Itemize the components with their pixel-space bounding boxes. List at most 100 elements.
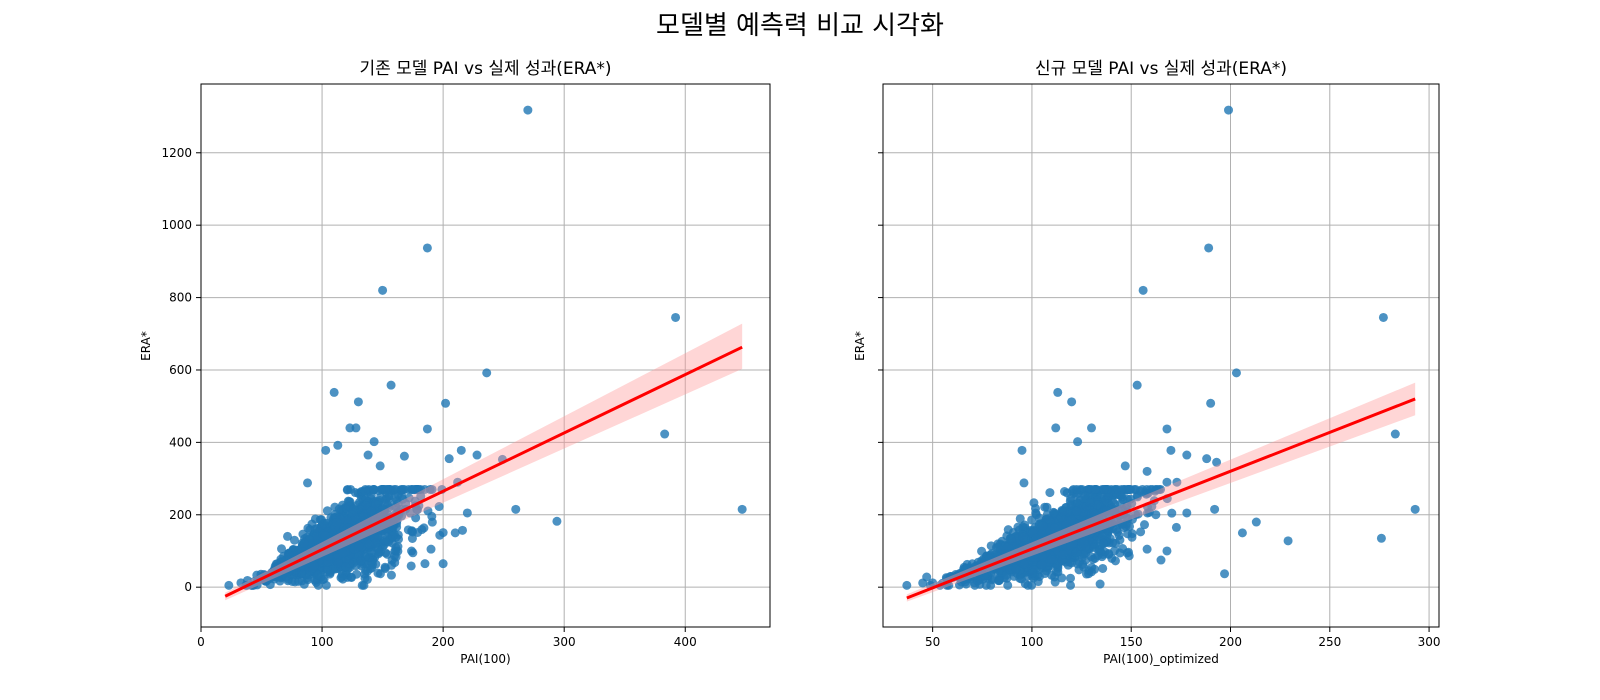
data-point: [1072, 559, 1082, 569]
data-point: [363, 450, 373, 460]
data-point: [367, 563, 377, 573]
data-point: [277, 544, 287, 554]
data-point: [441, 398, 451, 408]
data-point: [928, 578, 938, 588]
data-point: [397, 491, 407, 501]
data-point: [1410, 504, 1420, 514]
data-point: [438, 559, 448, 569]
data-point: [343, 496, 353, 506]
data-point: [423, 506, 433, 516]
x-tick-label: 250: [1318, 635, 1341, 649]
data-point: [380, 535, 390, 545]
data-point: [370, 538, 380, 548]
data-point: [922, 572, 932, 582]
data-point: [1098, 538, 1108, 548]
data-point: [434, 502, 444, 512]
data-point: [1162, 424, 1172, 434]
left-plot: 기존 모델 PAI vs 실제 성과(ERA*) PAI(100) ERA* 0…: [139, 59, 771, 666]
x-tick-label: 400: [674, 635, 697, 649]
data-point: [318, 519, 328, 529]
data-point: [1224, 105, 1234, 115]
data-point: [1156, 555, 1166, 565]
data-point: [1051, 423, 1061, 433]
data-point: [1202, 454, 1212, 464]
data-point: [1150, 486, 1160, 496]
data-point: [457, 525, 467, 535]
regression-line: [224, 345, 743, 598]
data-point: [303, 478, 313, 488]
data-point: [333, 440, 343, 450]
data-point: [1231, 368, 1241, 378]
x-tick-label: 200: [1219, 635, 1242, 649]
x-tick-label: 100: [311, 635, 334, 649]
data-point: [403, 525, 413, 535]
data-point: [1118, 495, 1128, 505]
data-point: [1131, 510, 1141, 520]
x-tick-label: 300: [1418, 635, 1441, 649]
data-point: [389, 484, 399, 494]
data-point: [366, 506, 376, 516]
data-point: [333, 558, 343, 568]
y-tick-label: 1000: [161, 218, 192, 232]
data-point: [353, 397, 363, 407]
data-point: [376, 492, 386, 502]
data-point: [1167, 508, 1177, 518]
data-point: [321, 445, 331, 455]
data-point: [332, 517, 342, 527]
data-point: [1166, 445, 1176, 455]
data-point: [1378, 312, 1388, 322]
data-point: [1162, 546, 1172, 556]
data-point: [1099, 484, 1109, 494]
data-point: [1015, 514, 1025, 524]
data-point: [348, 507, 358, 517]
data-point: [981, 580, 991, 590]
data-point: [1172, 477, 1182, 487]
data-point: [324, 551, 334, 561]
data-point: [298, 529, 308, 539]
data-point: [388, 531, 398, 541]
data-point: [334, 504, 344, 514]
data-point: [284, 550, 294, 560]
data-point: [390, 492, 400, 502]
data-point: [380, 484, 390, 494]
data-point: [370, 499, 380, 509]
data-point: [1040, 502, 1050, 512]
plot-frame: [882, 83, 1440, 628]
plot-frame: [200, 83, 771, 628]
data-point: [1029, 498, 1039, 508]
data-point: [303, 523, 313, 533]
data-point: [1067, 397, 1077, 407]
data-point: [356, 556, 366, 566]
scatter-points: [902, 105, 1420, 590]
data-point: [1050, 523, 1060, 533]
left-plot-ylabel: ERA*: [139, 331, 153, 361]
data-point: [369, 437, 379, 447]
data-point: [1011, 564, 1021, 574]
data-point: [411, 513, 421, 523]
data-point: [1102, 506, 1112, 516]
data-point: [1030, 549, 1040, 559]
data-point: [1005, 533, 1015, 543]
y-tick-label: 400: [169, 435, 192, 449]
data-point: [413, 527, 423, 537]
data-point: [358, 512, 368, 522]
data-point: [1088, 554, 1098, 564]
data-point: [407, 534, 417, 543]
data-point: [1001, 549, 1011, 559]
data-point: [1182, 508, 1192, 518]
data-point: [381, 548, 391, 558]
x-tick-label: 50: [925, 635, 940, 649]
data-point: [299, 538, 309, 548]
data-point: [450, 528, 460, 538]
data-point: [1090, 510, 1100, 520]
data-point: [310, 514, 320, 524]
data-point: [1206, 398, 1216, 408]
data-point: [1017, 445, 1027, 455]
data-point: [1126, 484, 1136, 494]
data-point: [346, 484, 356, 494]
data-point: [1071, 547, 1081, 557]
y-tick-label: 200: [169, 508, 192, 522]
data-point: [1019, 478, 1029, 488]
data-point: [1138, 285, 1148, 295]
